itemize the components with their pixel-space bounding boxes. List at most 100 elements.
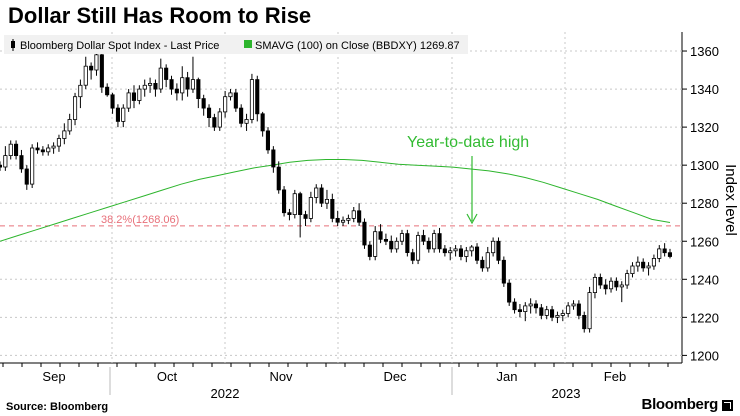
candle-down: [255, 79, 260, 115]
candle-down: [582, 314, 587, 330]
candle-down: [19, 155, 24, 170]
candle-up: [83, 65, 88, 86]
candle-down: [185, 77, 190, 90]
x-month-feb: Feb: [604, 369, 626, 384]
candle-down: [153, 83, 158, 90]
candle-up: [528, 303, 533, 307]
candle-up: [314, 187, 319, 198]
candle-down: [405, 233, 410, 254]
year-to-date-high-annotation: Year-to-date high: [407, 134, 529, 151]
bloomberg-logo-icon: [722, 400, 733, 411]
x-month-sep: Sep: [42, 369, 65, 384]
candle-down: [319, 187, 324, 204]
candle-down: [276, 166, 281, 191]
candle-up: [415, 235, 421, 261]
candle-down: [287, 212, 292, 215]
candle-up: [340, 219, 346, 223]
candle-up: [432, 233, 437, 250]
candle-down: [357, 210, 362, 223]
candle-up: [3, 155, 8, 168]
candle-up: [147, 83, 153, 86]
candle-down: [474, 246, 480, 261]
candle-down: [437, 233, 442, 250]
y-axis-title: Index level: [722, 164, 739, 236]
candle-down: [378, 231, 383, 240]
candle-down: [550, 309, 555, 318]
candle-up: [346, 217, 351, 221]
candle-down: [271, 149, 276, 168]
candle-up: [228, 92, 233, 98]
legend-price-label: Bloomberg Dollar Spot Index - Last Price: [20, 40, 219, 52]
candle-down: [421, 235, 426, 242]
candle-down: [533, 303, 538, 309]
candle-down: [201, 98, 206, 109]
candle-up: [373, 231, 378, 257]
candle-down: [426, 240, 431, 250]
candle-down: [507, 282, 512, 303]
candle-up: [453, 248, 458, 252]
candle-up: [625, 273, 630, 286]
candle-down: [260, 113, 265, 132]
candle-up: [78, 84, 83, 98]
candle-down: [35, 147, 40, 151]
grid-lines: [0, 32, 682, 363]
candle-up: [217, 111, 222, 128]
y-tick-label: 1300: [690, 158, 719, 173]
candle-up: [630, 265, 635, 274]
candle-down: [281, 189, 287, 214]
candle-down: [603, 284, 608, 290]
candle-up: [223, 96, 228, 113]
y-tick-label: 1200: [690, 348, 719, 363]
candle-down: [501, 259, 506, 284]
candle-up: [73, 96, 78, 120]
x-year-2022: 2022: [211, 386, 240, 401]
price-candles: [0, 47, 672, 333]
candle-up: [142, 84, 147, 90]
candle-down: [105, 86, 110, 96]
candle-down: [233, 92, 238, 109]
sma-100-line: [0, 159, 671, 242]
candle-down: [196, 79, 201, 99]
candle-up: [8, 143, 13, 156]
candle-down: [512, 301, 517, 311]
candle-up: [464, 250, 469, 257]
candle-down: [89, 65, 94, 71]
y-tick-label: 1320: [690, 120, 719, 135]
candle-up: [592, 276, 597, 293]
y-tick-label: 1340: [690, 82, 719, 97]
y-tick-label: 1360: [690, 44, 719, 59]
candle-down: [614, 280, 619, 288]
candle-down: [265, 130, 270, 151]
candle-up: [46, 147, 51, 153]
candle-down: [131, 92, 137, 101]
reference-line-label: 38.2%(1268.06): [101, 214, 179, 226]
candle-down: [303, 214, 308, 219]
candle-up: [609, 280, 614, 290]
candle-up: [523, 305, 528, 312]
bloomberg-logo: Bloomberg: [641, 396, 719, 413]
candle-down: [641, 261, 646, 269]
x-month-jan: Jan: [497, 369, 518, 384]
candle-down: [442, 248, 447, 254]
candle-up: [67, 119, 72, 132]
candle-down: [389, 240, 394, 250]
candle-down: [164, 67, 169, 80]
legend-price-swatch: [11, 41, 15, 48]
candle-down: [40, 149, 45, 153]
legend-sma-swatch: [244, 40, 252, 48]
legend-box: [4, 35, 468, 54]
candle-down: [598, 276, 603, 286]
candle-up: [651, 257, 656, 267]
candle-up: [190, 79, 196, 90]
candle-up: [646, 265, 651, 269]
candle-down: [206, 107, 212, 118]
candle-down: [480, 259, 485, 269]
candle-down: [169, 79, 174, 90]
candle-up: [485, 252, 490, 269]
legend-sma-label: SMAVG (100) on Close (BBDXY) 1269.87: [255, 40, 460, 52]
x-month-nov: Nov: [269, 369, 293, 384]
candle-down: [13, 143, 19, 156]
candle-down: [458, 248, 463, 257]
candle-down: [99, 54, 104, 88]
